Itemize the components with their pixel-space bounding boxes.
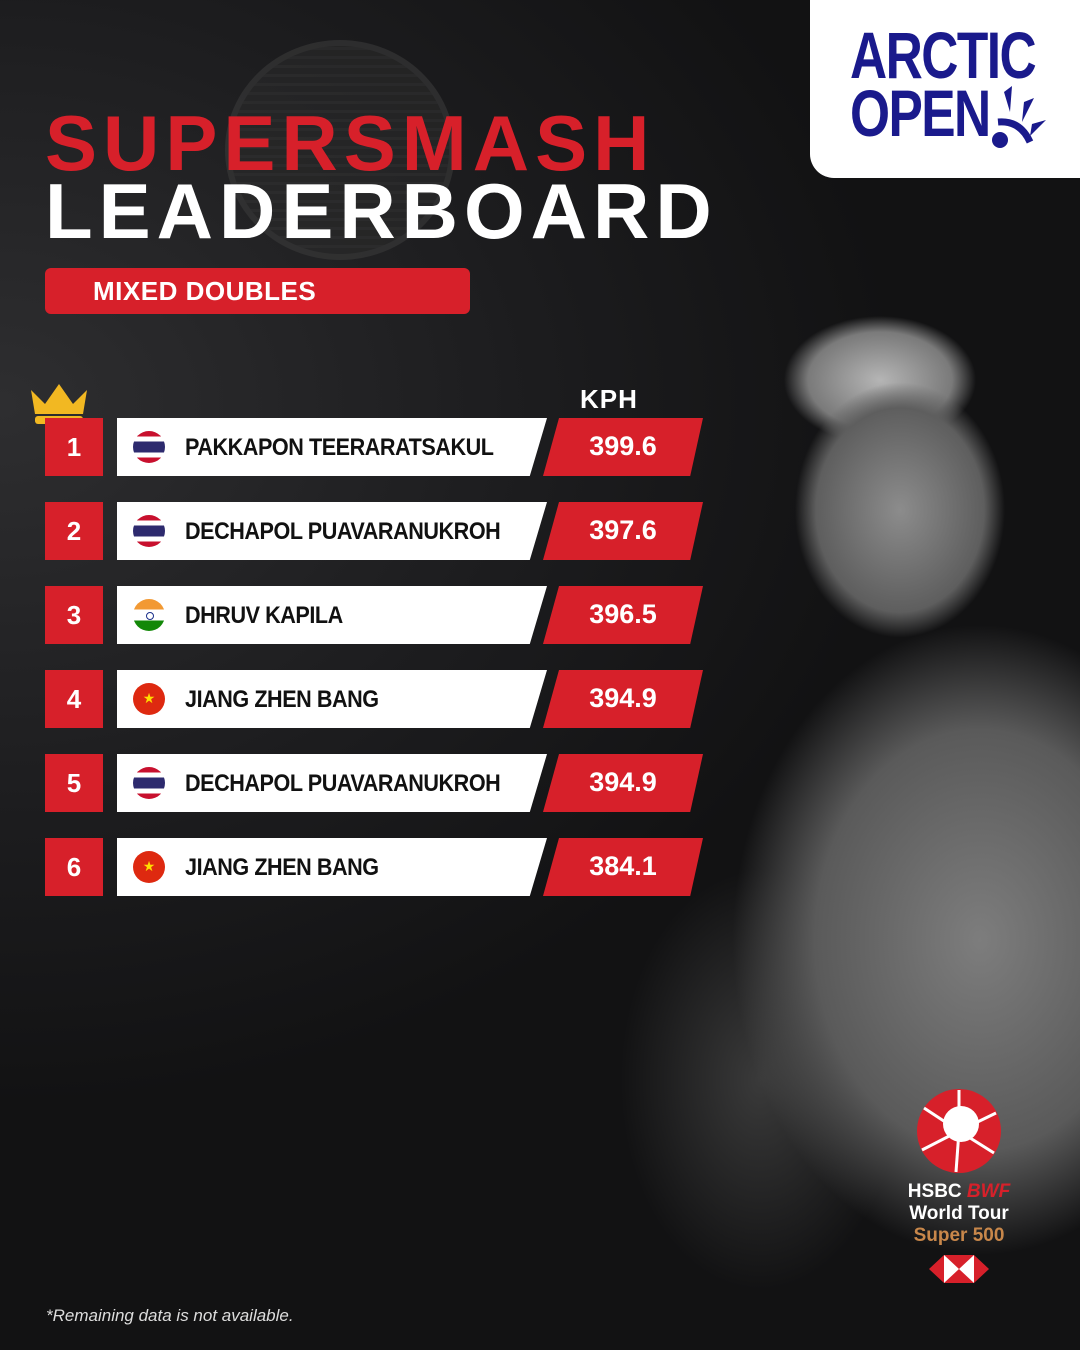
flag-india-icon	[133, 599, 165, 631]
rank-badge: 5	[45, 754, 103, 812]
speed-value: 399.6	[543, 418, 703, 476]
leaderboard-row: 1 PAKKAPON TEERARATSAKUL 399.6	[45, 418, 745, 476]
flag-thailand-icon	[133, 431, 165, 463]
logo-text-line1: ARCTIC	[850, 18, 1037, 92]
player-name: DECHAPOL PUAVARANUKROH	[185, 770, 501, 797]
player-name: DECHAPOL PUAVARANUKROH	[185, 518, 501, 545]
player-name: PAKKAPON TEERARATSAKUL	[185, 434, 494, 461]
flag-thailand-icon	[133, 767, 165, 799]
title-line1: SUPERSMASH	[45, 99, 656, 187]
category-badge: MIXED DOUBLES	[45, 268, 470, 314]
racket-graphic	[225, 40, 455, 260]
player-name: JIANG ZHEN BANG	[185, 854, 379, 881]
kph-header: KPH	[580, 384, 638, 414]
rank-badge: 4	[45, 670, 103, 728]
player-name: DHRUV KAPILA	[185, 602, 343, 629]
speed-value: 384.1	[543, 838, 703, 896]
hsbc-hexagon-icon	[929, 1255, 989, 1283]
leaderboard-row: 6 ★ JIANG ZHEN BANG 384.1	[45, 838, 745, 896]
leaderboard-row: 3 DHRUV KAPILA 396.5	[45, 586, 745, 644]
speed-value: 396.5	[543, 586, 703, 644]
bwf-text: BWF	[966, 1181, 1011, 1202]
bwf-world-tour-logo: HSBC BWF World Tour Super 500	[898, 1088, 1020, 1290]
flag-china-icon: ★	[133, 851, 165, 883]
player-bar: ★ JIANG ZHEN BANG	[117, 838, 547, 896]
speed-value: 397.6	[543, 502, 703, 560]
player-bar: ★ JIANG ZHEN BANG	[117, 670, 547, 728]
player-bar: DECHAPOL PUAVARANUKROH	[117, 754, 547, 812]
flag-china-icon: ★	[133, 683, 165, 715]
speed-value: 394.9	[543, 754, 703, 812]
player-bar: DHRUV KAPILA	[117, 586, 547, 644]
rank-badge: 3	[45, 586, 103, 644]
speed-value: 394.9	[543, 670, 703, 728]
rank-badge: 1	[45, 418, 103, 476]
leaderboard-row: 5 DECHAPOL PUAVARANUKROH 394.9	[45, 754, 745, 812]
logo-text-line2: OPEN	[850, 76, 991, 150]
footnote: *Remaining data is not available.	[46, 1306, 294, 1325]
rank-badge: 2	[45, 502, 103, 560]
leaderboard-row: 2 DECHAPOL PUAVARANUKROH 397.6	[45, 502, 745, 560]
world-tour-text: World Tour	[909, 1203, 1009, 1224]
leaderboard-row: 4 ★ JIANG ZHEN BANG 394.9	[45, 670, 745, 728]
flag-thailand-icon	[133, 515, 165, 547]
rank-badge: 6	[45, 838, 103, 896]
title-line2: LEADERBOARD	[45, 167, 718, 255]
shuttlecock-rays-icon	[992, 86, 1046, 148]
player-bar: DECHAPOL PUAVARANUKROH	[117, 502, 547, 560]
arctic-open-logo: ARCTIC OPEN	[810, 0, 1080, 178]
player-name: JIANG ZHEN BANG	[185, 686, 379, 713]
hsbc-text: HSBC	[907, 1181, 962, 1202]
bwf-shuttle-emblem-icon	[917, 1089, 1001, 1173]
super-500-text: Super 500	[913, 1225, 1005, 1246]
player-bar: PAKKAPON TEERARATSAKUL	[117, 418, 547, 476]
